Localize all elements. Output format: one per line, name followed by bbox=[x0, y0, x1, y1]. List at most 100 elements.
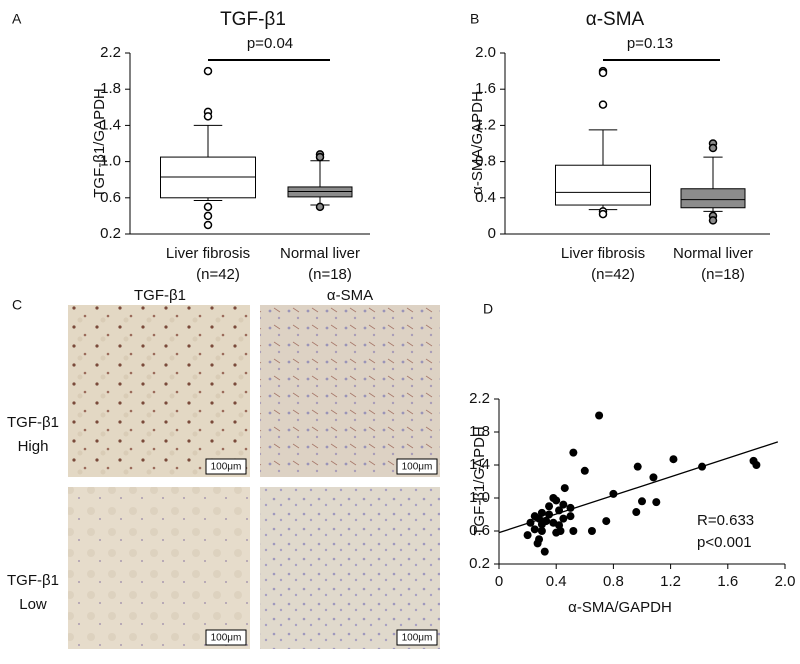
point bbox=[569, 448, 578, 457]
y-axis-title: TGF-β1/GAPDH bbox=[471, 426, 488, 535]
outlier bbox=[203, 112, 213, 121]
point bbox=[530, 525, 539, 534]
scale-bar: 100μm bbox=[402, 633, 433, 644]
y-tick-label: 0.6 bbox=[100, 189, 121, 206]
outlier bbox=[203, 211, 213, 221]
outlier bbox=[203, 66, 213, 76]
y-tick-label: 2.2 bbox=[100, 44, 121, 61]
point bbox=[530, 512, 539, 521]
point bbox=[649, 473, 658, 482]
column-label: TGF-β1 bbox=[134, 287, 186, 304]
x-tick-sublabel: (n=42) bbox=[196, 266, 240, 283]
y-tick-label: 1.8 bbox=[469, 423, 490, 440]
x-axis-title: α-SMA/GAPDH bbox=[568, 599, 672, 616]
y-tick-label: 1.4 bbox=[469, 456, 490, 473]
point bbox=[580, 466, 589, 475]
point bbox=[545, 502, 554, 511]
p-value: p=0.13 bbox=[627, 35, 673, 52]
point bbox=[560, 484, 569, 493]
outlier bbox=[708, 143, 718, 153]
outlier bbox=[598, 209, 608, 219]
y-axis-title: TGF-β1/GAPDH bbox=[91, 88, 108, 197]
x-tick-sublabel: (n=18) bbox=[308, 266, 352, 283]
y-tick-label: 0.6 bbox=[469, 522, 490, 539]
panel-label: A bbox=[12, 11, 22, 27]
y-tick-label: 0 bbox=[488, 225, 496, 242]
micrograph bbox=[260, 487, 440, 649]
point bbox=[752, 461, 761, 469]
point bbox=[555, 521, 564, 530]
outlier bbox=[315, 202, 325, 212]
y-tick-label: 1.4 bbox=[100, 116, 121, 133]
y-tick-label: 1.8 bbox=[100, 80, 121, 97]
outlier bbox=[598, 100, 608, 109]
box bbox=[680, 188, 746, 209]
panel-label: B bbox=[470, 11, 479, 27]
point bbox=[533, 539, 542, 548]
point bbox=[559, 514, 568, 523]
y-tick-label: 2.0 bbox=[475, 44, 496, 61]
point bbox=[542, 517, 551, 526]
x-tick-label: 1.6 bbox=[717, 573, 738, 590]
point bbox=[566, 512, 575, 521]
outlier bbox=[203, 202, 213, 212]
outlier bbox=[708, 216, 718, 225]
annotation: R=0.633 bbox=[697, 512, 754, 529]
trend-line bbox=[498, 441, 779, 534]
chart-title: TGF-β1 bbox=[220, 9, 286, 30]
panel-label: D bbox=[483, 301, 493, 317]
scale-bars: 100μm 100μm 100μm 100μm bbox=[205, 458, 438, 646]
point bbox=[587, 527, 596, 535]
y-tick-label: 1.2 bbox=[475, 116, 496, 133]
scale-bar: 100μm bbox=[402, 462, 433, 473]
x-tick-label: Normal liver bbox=[673, 245, 753, 262]
row-label: TGF-β1 bbox=[7, 414, 59, 431]
x-tick-label: 0.4 bbox=[546, 573, 567, 590]
point bbox=[569, 527, 578, 535]
x-tick-label: 0 bbox=[495, 573, 503, 590]
x-tick-label: Liver fibrosis bbox=[561, 245, 645, 262]
point bbox=[602, 517, 611, 526]
x-tick-label: 1.2 bbox=[660, 573, 681, 590]
point bbox=[669, 455, 678, 464]
outlier bbox=[598, 68, 608, 78]
x-tick-label: 0.8 bbox=[603, 573, 624, 590]
point bbox=[523, 531, 532, 540]
point bbox=[537, 527, 546, 535]
point bbox=[595, 411, 604, 420]
point bbox=[633, 462, 642, 471]
annotation: p<0.001 bbox=[697, 534, 752, 551]
point bbox=[652, 498, 661, 507]
scale-bar: 100μm bbox=[211, 462, 242, 473]
micrograph bbox=[68, 305, 250, 477]
point bbox=[552, 496, 561, 505]
y-tick-label: 0.2 bbox=[469, 555, 490, 572]
point bbox=[638, 497, 646, 506]
point bbox=[540, 547, 549, 556]
y-tick-label: 0.8 bbox=[475, 153, 496, 170]
column-label: α-SMA bbox=[327, 287, 373, 304]
point bbox=[559, 500, 568, 509]
point bbox=[632, 508, 641, 517]
x-tick-sublabel: (n=18) bbox=[701, 266, 745, 283]
outlier bbox=[203, 220, 213, 230]
scale-bar: 100μm bbox=[211, 633, 242, 644]
x-tick-sublabel: (n=42) bbox=[591, 266, 635, 283]
row-label: High bbox=[18, 438, 49, 455]
y-tick-label: 1.6 bbox=[475, 80, 496, 97]
row-label: Low bbox=[19, 596, 47, 613]
y-axis-title: α-SMA/GAPDH bbox=[469, 91, 486, 195]
y-tick-label: 1.0 bbox=[100, 153, 121, 170]
row-label: TGF-β1 bbox=[7, 572, 59, 589]
outlier bbox=[315, 152, 325, 162]
p-value: p=0.04 bbox=[247, 35, 293, 52]
x-tick-label: Normal liver bbox=[280, 245, 360, 262]
panel-label: C bbox=[12, 297, 22, 313]
y-tick-label: 0.4 bbox=[475, 189, 496, 206]
micrograph bbox=[260, 305, 440, 477]
y-tick-label: 1.0 bbox=[469, 489, 490, 506]
y-tick-label: 2.2 bbox=[469, 390, 490, 407]
x-tick-label: 2.0 bbox=[775, 573, 796, 590]
y-tick-label: 0.2 bbox=[100, 225, 121, 242]
